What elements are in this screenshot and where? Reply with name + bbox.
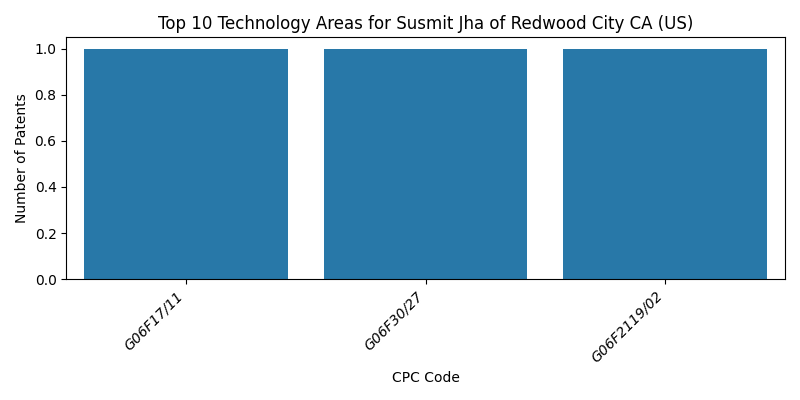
Bar (84, 49, 288, 279)
Y-axis label: Number of Patents: Number of Patents (15, 93, 29, 223)
Bar (324, 49, 527, 279)
Title: Top 10 Technology Areas for Susmit Jha of Redwood City CA (US): Top 10 Technology Areas for Susmit Jha o… (158, 15, 694, 33)
Bar (563, 49, 767, 279)
X-axis label: CPC Code: CPC Code (392, 371, 459, 385)
